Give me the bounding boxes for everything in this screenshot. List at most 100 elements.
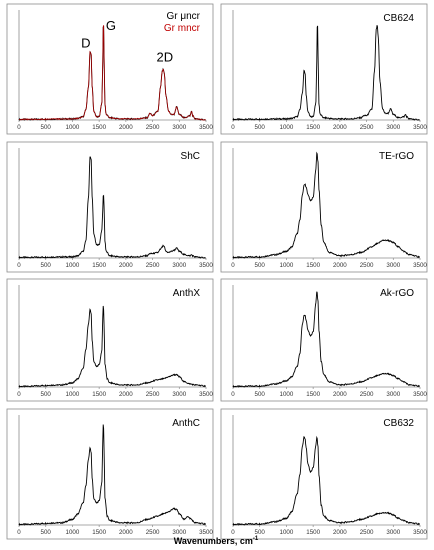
x-tick-label: 0 [231, 262, 235, 269]
x-tick-label: 0 [17, 124, 21, 131]
x-tick-label: 1000 [66, 529, 80, 536]
x-tick-label: 2000 [333, 391, 347, 398]
x-tick-label: 1500 [306, 262, 320, 269]
chart-panel-6: 0 500 1000 1500 2000 2500 3000 3500 Ak-rGO [220, 278, 428, 402]
x-tick-label: 3000 [172, 391, 186, 398]
x-tick-label: 0 [231, 391, 235, 398]
x-tick-label: 500 [255, 262, 266, 269]
x-tick-label: 0 [17, 262, 21, 269]
x-tick-label: 2500 [146, 391, 160, 398]
x-tick-label: 1000 [280, 124, 294, 131]
x-tick-label: 3500 [199, 391, 213, 398]
x-tick-label: 3500 [413, 124, 427, 131]
x-tick-label: 1000 [280, 391, 294, 398]
spectrum-line-1 [232, 435, 420, 526]
x-tick-label: 2500 [146, 262, 160, 269]
x-tick-label: 500 [41, 124, 52, 131]
panel-title: AnthX [173, 288, 201, 299]
x-tick-label: 3000 [386, 391, 400, 398]
chart-panel-8: 0 500 1000 1500 2000 2500 3000 3500 CB632 [220, 408, 428, 540]
panel-title: Ak-rGO [380, 288, 414, 299]
x-axis-label-superscript: -1 [253, 536, 259, 542]
chart-panel-3: 0 500 1000 1500 2000 2500 3000 3500 ShC [6, 141, 213, 273]
spectrum-line-1 [232, 151, 420, 259]
panel-title: ShC [181, 151, 200, 162]
x-tick-label: 1000 [280, 262, 294, 269]
x-tick-label: 500 [41, 262, 52, 269]
chart-panel-2: 0 500 1000 1500 2000 2500 3000 3500 CB624 [220, 3, 427, 135]
peak-annotation: D [81, 35, 90, 50]
x-tick-label: 2000 [119, 391, 133, 398]
x-tick-label: 1500 [92, 262, 106, 269]
x-tick-label: 1500 [306, 391, 320, 398]
x-tick-label: 2500 [360, 262, 374, 269]
x-tick-label: 500 [41, 391, 52, 398]
x-tick-label: 3000 [386, 124, 400, 131]
x-tick-label: 500 [255, 529, 266, 536]
spectrum-line-2 [18, 25, 206, 121]
x-tick-label: 3000 [386, 262, 400, 269]
x-axis-label-text: Wavenumbers, cm [174, 536, 253, 546]
x-tick-label: 3500 [199, 124, 213, 131]
x-tick-label: 1000 [280, 529, 294, 536]
x-tick-label: 3000 [172, 529, 186, 536]
x-tick-label: 2500 [360, 124, 374, 131]
x-tick-label: 1000 [66, 124, 80, 131]
x-tick-label: 2000 [119, 529, 133, 536]
x-tick-label: 1500 [306, 124, 320, 131]
x-tick-label: 2500 [360, 529, 374, 536]
chart-panel-7: 0 500 1000 1500 2000 2500 3000 3500 AnthC [6, 408, 214, 540]
x-tick-label: 3000 [386, 529, 400, 536]
panel-frame [220, 278, 428, 402]
panel-frame [6, 408, 214, 540]
legend-entry-1: Gr μncr [166, 11, 200, 22]
chart-panel-5: 0 500 1000 1500 2000 2500 3000 3500 AnthX [6, 278, 214, 402]
x-tick-label: 1500 [92, 529, 106, 536]
panel-frame [220, 408, 428, 540]
peak-annotation: 2D [157, 50, 174, 65]
legend-entry-2: Gr mncr [164, 23, 201, 34]
x-tick-label: 2000 [333, 124, 347, 131]
x-tick-label: 0 [231, 124, 235, 131]
spectrum-line-1 [232, 25, 420, 121]
spectrum-line-1 [18, 305, 206, 388]
panel-title: AnthC [172, 418, 200, 429]
x-tick-label: 500 [255, 391, 266, 398]
x-tick-label: 3000 [172, 262, 186, 269]
x-tick-label: 2000 [119, 124, 133, 131]
spectrum-line-1 [18, 156, 206, 259]
chart-panel-4: 0 500 1000 1500 2000 2500 3000 3500 TE-rGO [220, 141, 428, 273]
x-tick-label: 2000 [333, 262, 347, 269]
spectrum-line-1 [18, 424, 206, 526]
panel-frame [6, 278, 214, 402]
peak-annotation: G [106, 18, 116, 33]
x-tick-label: 2500 [146, 529, 160, 536]
x-tick-label: 500 [41, 529, 52, 536]
x-tick-label: 1500 [306, 529, 320, 536]
x-tick-label: 1500 [92, 124, 106, 131]
x-tick-label: 0 [231, 529, 235, 536]
x-tick-label: 500 [255, 124, 266, 131]
x-tick-label: 2500 [146, 124, 160, 131]
x-tick-label: 1500 [92, 391, 106, 398]
x-tick-label: 2500 [360, 391, 374, 398]
x-tick-label: 1000 [66, 391, 80, 398]
x-tick-label: 0 [17, 391, 21, 398]
panel-title: TE-rGO [379, 151, 414, 162]
panel-title: CB632 [383, 418, 414, 429]
x-tick-label: 2000 [333, 529, 347, 536]
x-tick-label: 3500 [413, 391, 427, 398]
x-tick-label: 3500 [413, 262, 427, 269]
x-tick-label: 2000 [119, 262, 133, 269]
x-tick-label: 3500 [199, 529, 213, 536]
x-tick-label: 3000 [172, 124, 186, 131]
panel-title: CB624 [383, 13, 414, 24]
x-tick-label: 3500 [199, 262, 213, 269]
panel-frame [220, 141, 428, 273]
x-axis-label: Wavenumbers, cm-1 [174, 536, 259, 546]
x-tick-label: 0 [17, 529, 21, 536]
x-tick-label: 3500 [413, 529, 427, 536]
